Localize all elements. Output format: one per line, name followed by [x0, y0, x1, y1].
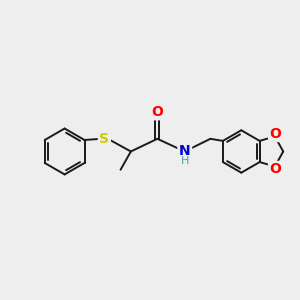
Text: O: O	[270, 127, 281, 140]
Text: O: O	[270, 162, 281, 176]
Text: O: O	[152, 105, 163, 119]
Text: N: N	[179, 145, 190, 158]
Text: H: H	[181, 156, 189, 166]
Text: S: S	[99, 132, 110, 146]
